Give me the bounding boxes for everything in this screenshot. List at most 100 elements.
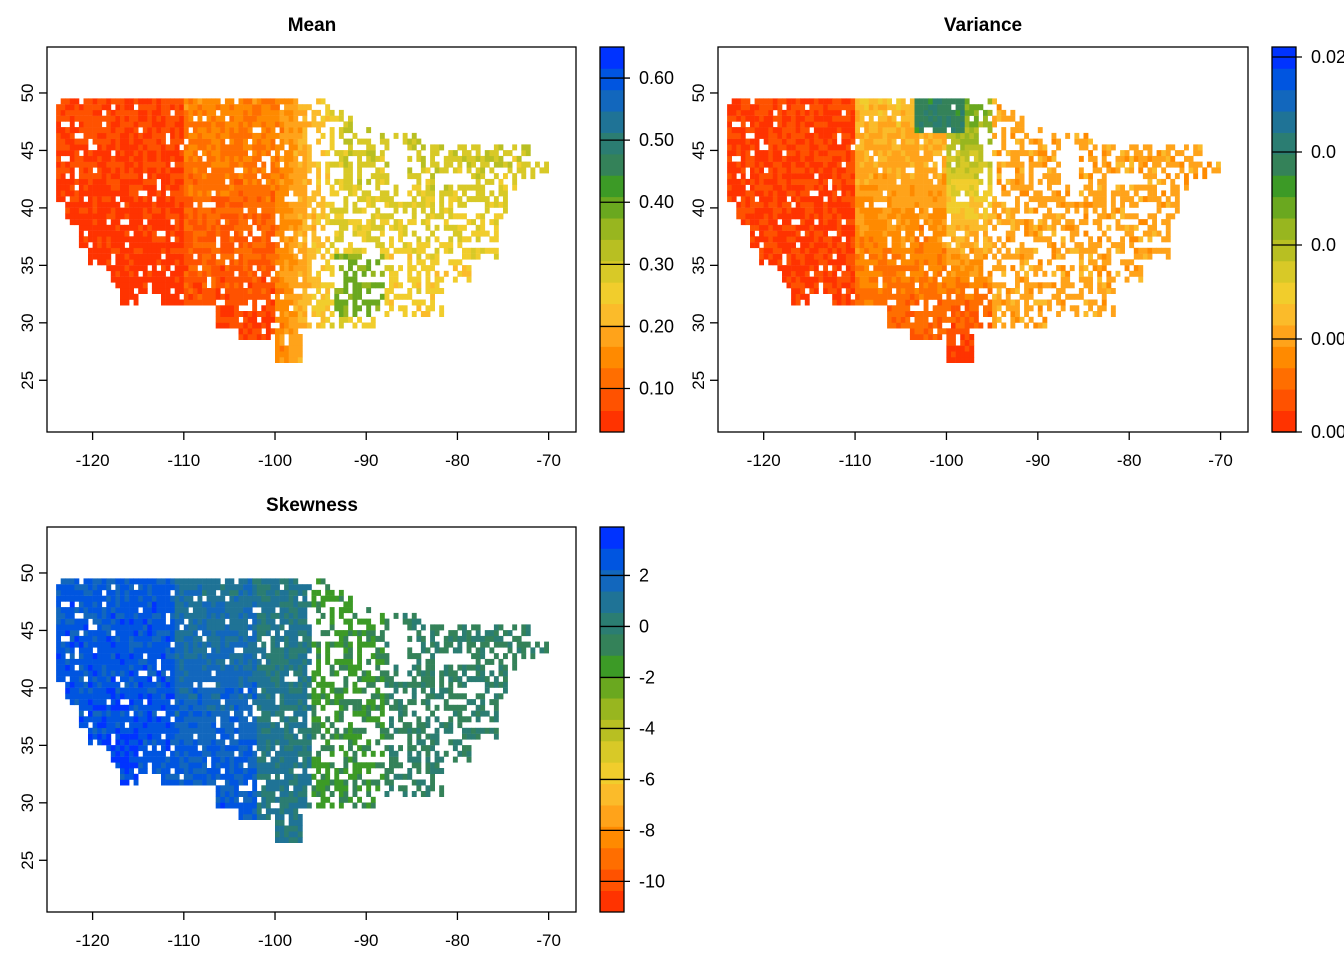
- raster-cell: [937, 224, 943, 231]
- raster-cell: [809, 236, 815, 243]
- raster-cell: [987, 161, 993, 168]
- raster-cell: [224, 242, 230, 249]
- raster-cell: [827, 247, 833, 254]
- raster-cell: [955, 265, 961, 272]
- raster-cell: [393, 132, 399, 139]
- raster-cell: [493, 236, 499, 243]
- raster-cell: [252, 98, 258, 105]
- raster-cell: [197, 121, 203, 128]
- raster-cell: [951, 276, 956, 283]
- raster-cell: [1115, 207, 1121, 214]
- raster-cell: [983, 253, 988, 260]
- raster-cell: [855, 98, 860, 105]
- raster-cell: [859, 230, 865, 237]
- raster-cell: [978, 253, 984, 260]
- raster-cell: [147, 161, 153, 168]
- raster-cell: [256, 144, 262, 151]
- raster-cell: [503, 161, 508, 168]
- raster-cell: [964, 173, 970, 180]
- raster-cell: [946, 190, 952, 197]
- raster-cell: [983, 190, 988, 197]
- raster-cell: [297, 219, 303, 226]
- raster-cell: [252, 161, 258, 168]
- raster-cell: [740, 115, 746, 122]
- raster-cell: [361, 322, 367, 329]
- raster-cell: [1129, 224, 1135, 231]
- raster-cell: [1019, 276, 1025, 283]
- raster-cell: [129, 144, 134, 151]
- raster-cell: [78, 230, 84, 237]
- raster-cell: [416, 288, 422, 294]
- raster-cell: [110, 190, 116, 197]
- raster-cell: [914, 236, 920, 243]
- raster-cell: [297, 334, 303, 340]
- raster-cell: [823, 270, 828, 277]
- raster-cell: [941, 253, 947, 260]
- raster-cell: [1065, 207, 1071, 214]
- raster-cell: [832, 155, 838, 162]
- raster-cell: [101, 115, 107, 122]
- raster-cell: [197, 253, 203, 260]
- raster-cell: [297, 305, 303, 312]
- raster-cell: [955, 178, 961, 185]
- raster-cell: [946, 339, 952, 346]
- raster-cell: [896, 224, 902, 231]
- raster-cell: [809, 201, 815, 208]
- raster-cell: [475, 144, 481, 151]
- raster-cell: [247, 259, 253, 266]
- raster-cell: [115, 150, 121, 157]
- raster-cell: [206, 190, 212, 197]
- raster-cell: [772, 98, 778, 105]
- legend-swatch: [600, 47, 624, 69]
- raster-cell: [813, 121, 819, 128]
- raster-cell: [120, 276, 125, 283]
- raster-cell: [234, 265, 239, 272]
- raster-cell: [818, 270, 824, 277]
- raster-cell: [334, 115, 340, 122]
- raster-cell: [288, 213, 294, 220]
- raster-cell: [124, 265, 130, 272]
- raster-cell: [759, 178, 764, 185]
- raster-cell: [964, 253, 970, 260]
- raster-cell: [338, 299, 344, 306]
- raster-cell: [238, 270, 244, 277]
- raster-cell: [859, 265, 865, 272]
- raster-cell: [800, 201, 806, 208]
- raster-cell: [366, 265, 372, 272]
- raster-cell: [736, 104, 742, 111]
- raster-cell: [78, 184, 84, 191]
- raster-cell: [220, 196, 226, 203]
- raster-cell: [101, 253, 107, 260]
- raster-cell: [261, 161, 267, 168]
- raster-cell: [868, 138, 874, 145]
- raster-cell: [92, 219, 98, 226]
- raster-cell: [411, 196, 417, 203]
- raster-cell: [352, 207, 358, 214]
- raster-cell: [188, 132, 194, 139]
- raster-cell: [786, 247, 792, 254]
- raster-cell: [439, 167, 445, 174]
- raster-cell: [759, 207, 764, 214]
- raster-cell: [1015, 196, 1020, 203]
- raster-cell: [1120, 224, 1125, 231]
- raster-cell: [900, 167, 906, 174]
- raster-cell: [174, 184, 180, 191]
- raster-cell: [165, 288, 171, 294]
- raster-cell: [101, 132, 107, 139]
- raster-cell: [165, 98, 171, 105]
- raster-cell: [850, 155, 856, 162]
- raster-cell: [466, 247, 472, 254]
- raster-cell: [124, 201, 130, 208]
- raster-cell: [265, 236, 271, 243]
- raster-cell: [727, 127, 732, 134]
- raster-cell: [1092, 259, 1098, 266]
- raster-cell: [452, 167, 458, 174]
- raster-cell: [302, 127, 308, 134]
- raster-cell: [297, 150, 303, 157]
- raster-cell: [179, 161, 185, 168]
- raster-cell: [1037, 282, 1043, 289]
- raster-cell: [124, 230, 130, 237]
- raster-cell: [92, 247, 98, 254]
- raster-cell: [800, 178, 806, 185]
- raster-cell: [864, 265, 870, 272]
